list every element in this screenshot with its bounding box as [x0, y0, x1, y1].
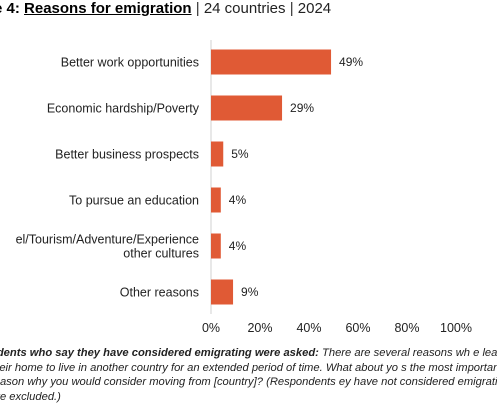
- bar-chart: 49% Better work opportunities 29% Economic …: [16, 40, 472, 335]
- title-separator: |: [285, 0, 298, 17]
- x-tick-label: 80%: [394, 321, 419, 335]
- scope-label: 24 countries: [203, 0, 286, 17]
- x-tick-label: 40%: [296, 321, 321, 335]
- figure-label: e 4:: [0, 0, 20, 17]
- note-text: There are several reasons wh e leave the…: [0, 347, 497, 403]
- bar-value-label: 49%: [339, 55, 363, 69]
- title-separator: |: [191, 0, 204, 17]
- bar: [211, 141, 224, 167]
- category-label: Economic hardship/Poverty: [47, 102, 200, 116]
- bar-value-label: 5%: [231, 147, 249, 161]
- category-label: el/Tourism/Adventure/Experience: [16, 233, 199, 247]
- category-label: Better work opportunities: [61, 56, 199, 70]
- category-label: To pursue an education: [69, 194, 199, 208]
- chart-title: Reasons for emigration: [24, 0, 192, 17]
- bar-value-label: 4%: [229, 239, 247, 253]
- bar: [211, 233, 221, 259]
- x-tick-label: 60%: [345, 321, 370, 335]
- x-tick-label: 100%: [440, 321, 472, 335]
- category-label: other cultures: [123, 247, 199, 261]
- category-label: Better business prospects: [55, 148, 199, 162]
- bar: [211, 95, 283, 121]
- year-label: 2024: [297, 0, 332, 17]
- bar: [211, 187, 221, 213]
- x-tick-label: 0%: [202, 321, 220, 335]
- bar: [211, 49, 332, 75]
- bar-value-label: 29%: [290, 101, 314, 115]
- bar-value-label: 9%: [241, 285, 259, 299]
- note-lead: ndents who say they have considered emig…: [0, 347, 319, 359]
- category-label: Other reasons: [120, 286, 199, 300]
- x-tick-label: 20%: [247, 321, 272, 335]
- figure-title: e 4: Reasons for emigration | 24 countri…: [0, 0, 331, 20]
- bar: [211, 279, 234, 305]
- bar-value-label: 4%: [229, 193, 247, 207]
- survey-note: ndents who say they have considered emig…: [0, 346, 497, 404]
